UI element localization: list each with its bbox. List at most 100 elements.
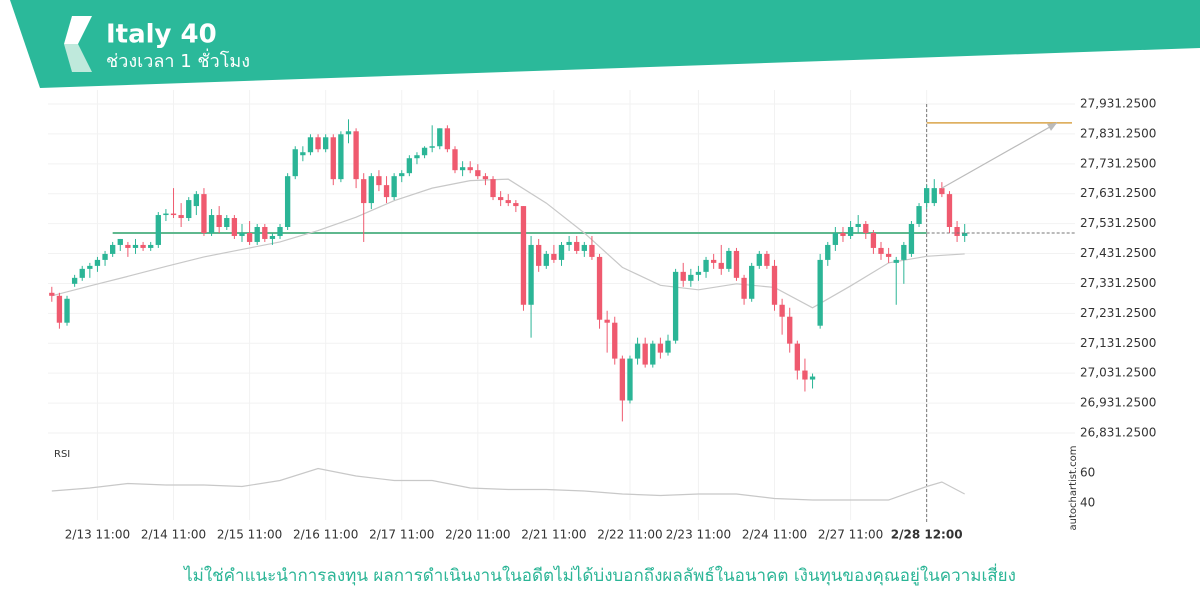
candle-body xyxy=(596,256,603,320)
y-tick-label: 27,431.2500 xyxy=(1080,246,1156,260)
candle-body xyxy=(893,259,899,263)
x-tick-label: 2/28 12:00 xyxy=(891,528,963,542)
rsi-tick-label: 40 xyxy=(1080,496,1095,510)
candle-body xyxy=(802,370,808,380)
candle-body xyxy=(779,304,785,317)
candle-body xyxy=(680,271,686,281)
candle-body xyxy=(79,268,85,278)
rsi-tick-label: 60 xyxy=(1080,466,1095,480)
candle-body xyxy=(627,358,633,401)
candle-body xyxy=(604,319,610,323)
disclaimer: ไม่ใช่คำแนะนำการลงทุน ผลการดำเนินงานในอด… xyxy=(182,563,1016,586)
candle-body xyxy=(817,259,823,326)
candle-body xyxy=(383,185,390,198)
plot: 27,931.2500 27,831.2500 27,731.2500 27,631.… xyxy=(48,90,1156,542)
candle-body xyxy=(132,244,139,248)
candle-body xyxy=(399,173,405,177)
candle-body xyxy=(536,244,542,266)
candle-body xyxy=(939,188,945,195)
candle-body xyxy=(497,197,504,201)
candle-body xyxy=(878,247,884,254)
candle-body xyxy=(794,343,800,371)
x-tick-label: 2/24 11:00 xyxy=(742,528,807,542)
candle-body xyxy=(140,244,146,248)
candle-body xyxy=(764,253,770,266)
rsi-label: RSI xyxy=(54,449,70,460)
y-tick-label: 27,931.2500 xyxy=(1080,97,1156,111)
candle-body xyxy=(612,322,618,359)
y-tick-label: 27,831.2500 xyxy=(1080,126,1156,140)
candle-body xyxy=(923,188,930,204)
subtitle: ช่วงเวลา 1 ชั่วโมง xyxy=(106,48,250,72)
candle-body xyxy=(771,265,778,305)
candle-body xyxy=(703,259,709,272)
candle-body xyxy=(102,253,108,260)
candle-body xyxy=(353,131,359,180)
candle-body xyxy=(254,227,260,242)
candle-body xyxy=(931,188,937,204)
candle-body xyxy=(414,155,420,159)
candle-body xyxy=(300,152,306,156)
header-banner xyxy=(10,0,1200,88)
y-tick-label: 26,931.2500 xyxy=(1080,396,1156,410)
candle-body xyxy=(787,316,793,344)
candle-body xyxy=(589,244,595,257)
arrow-head xyxy=(1047,122,1057,131)
x-tick-label: 2/16 11:00 xyxy=(293,528,358,542)
logo-bottom xyxy=(64,44,92,72)
candle-body xyxy=(421,147,428,156)
y-tick-label: 27,231.2500 xyxy=(1080,306,1156,320)
candle-body xyxy=(855,224,861,228)
candle-body xyxy=(665,340,671,353)
candle-body xyxy=(885,253,892,257)
candle-body xyxy=(338,134,344,180)
candle-body xyxy=(429,146,435,148)
candle-body xyxy=(809,376,816,380)
candle-body xyxy=(657,343,664,353)
candle-body xyxy=(513,203,519,207)
candle-body xyxy=(490,179,496,198)
y-tick-label: 27,131.2500 xyxy=(1080,336,1156,350)
candle-body xyxy=(832,232,839,245)
title: Italy 40 xyxy=(106,20,217,50)
candle-body xyxy=(619,358,626,401)
candle-body xyxy=(87,265,93,269)
candle-body xyxy=(695,271,702,275)
y-tick-label: 27,531.2500 xyxy=(1080,216,1156,230)
candle-body xyxy=(581,244,587,251)
candle-body xyxy=(125,244,131,248)
rsi-line xyxy=(51,467,965,501)
candle-body xyxy=(64,298,70,323)
candle-body xyxy=(239,232,245,236)
candle-body xyxy=(49,292,55,296)
candle-body xyxy=(376,176,382,186)
candle-body xyxy=(110,244,116,254)
candle-body xyxy=(224,218,230,228)
watermark: autochartist.com xyxy=(1068,446,1079,531)
candle-body xyxy=(482,176,489,180)
candle-body xyxy=(528,244,534,305)
candle-body xyxy=(688,274,694,281)
candle-body xyxy=(315,137,321,150)
candle-body xyxy=(406,158,413,174)
candle-body xyxy=(825,244,831,260)
x-tick-label: 2/22 11:00 xyxy=(597,528,662,542)
candle-body xyxy=(642,343,648,365)
candle-body xyxy=(962,232,968,236)
candle-body xyxy=(574,241,580,251)
x-tick-label: 2/14 11:00 xyxy=(141,528,206,542)
y-tick-label: 27,631.2500 xyxy=(1080,186,1156,200)
y-tick-label: 27,331.2500 xyxy=(1080,276,1156,290)
candle-body xyxy=(741,277,747,299)
candle-body xyxy=(710,259,717,263)
candle-body xyxy=(543,253,549,266)
candle-body xyxy=(246,232,253,242)
candle-body xyxy=(870,232,877,248)
candle-body xyxy=(946,194,953,228)
candle-body xyxy=(863,224,869,233)
candle-body xyxy=(908,224,915,254)
candle-body xyxy=(330,137,336,180)
candle-body xyxy=(566,241,572,245)
x-tick-label: 2/21 11:00 xyxy=(521,528,586,542)
